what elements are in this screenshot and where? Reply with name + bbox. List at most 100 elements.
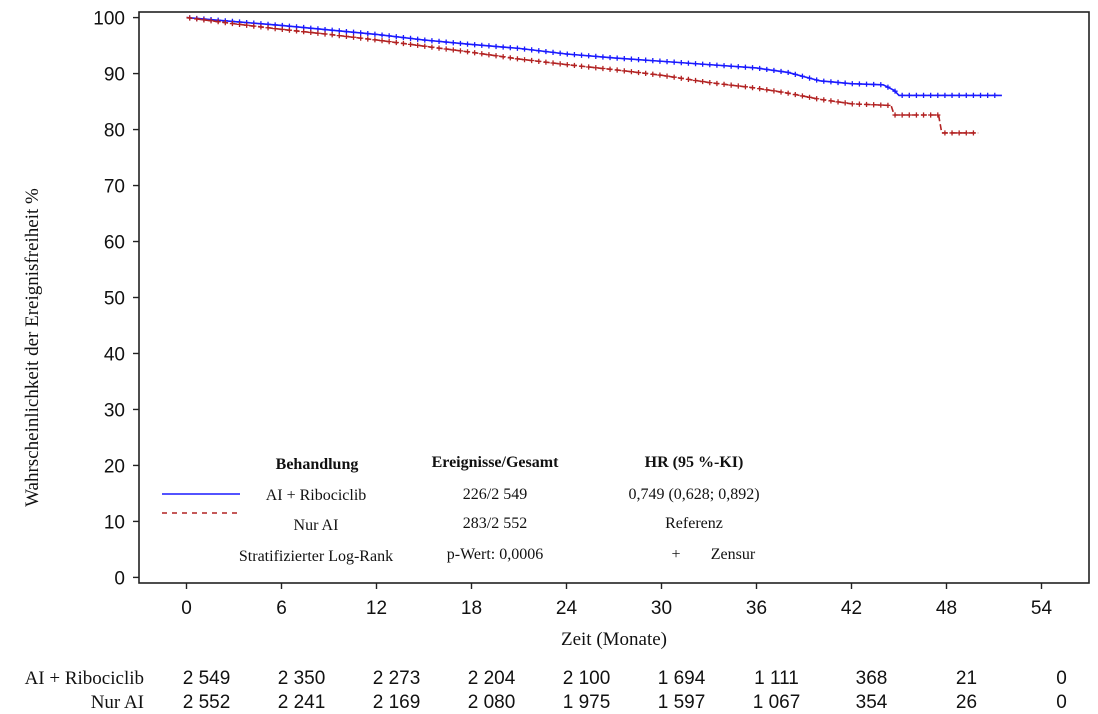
censor-mark bbox=[457, 48, 464, 54]
censor-mark bbox=[956, 130, 962, 136]
censor-mark bbox=[956, 92, 962, 99]
censor-mark bbox=[372, 37, 378, 43]
censor-mark bbox=[443, 39, 449, 45]
censor-mark bbox=[550, 49, 556, 55]
x-axis-title: Zeit (Monate) bbox=[561, 629, 667, 650]
censor-mark bbox=[336, 33, 342, 39]
censor-mark bbox=[863, 101, 870, 108]
censor-mark bbox=[286, 27, 293, 33]
censor-mark bbox=[949, 130, 955, 136]
censor-mark bbox=[685, 60, 692, 66]
censor-mark bbox=[464, 49, 471, 55]
censor-mark bbox=[906, 112, 912, 118]
risk-value: 21 bbox=[956, 668, 977, 689]
censor-mark bbox=[500, 54, 506, 60]
censor-mark bbox=[301, 29, 307, 35]
censor-mark bbox=[564, 62, 570, 68]
y-tick-label: 10 bbox=[104, 512, 125, 533]
censor-mark bbox=[415, 36, 421, 42]
censor-mark bbox=[479, 51, 485, 57]
censor-mark bbox=[963, 92, 969, 99]
censor-mark bbox=[187, 15, 193, 21]
risk-value: 2 552 bbox=[183, 692, 231, 713]
censor-mark bbox=[757, 86, 763, 92]
censor-mark bbox=[742, 64, 749, 70]
risk-value: 1 597 bbox=[658, 692, 706, 713]
x-tick-label: 54 bbox=[1031, 598, 1053, 619]
censor-mark bbox=[728, 82, 734, 88]
censor-mark bbox=[664, 73, 670, 79]
censor-mark bbox=[785, 90, 791, 96]
censor-mark bbox=[557, 50, 563, 56]
censor-mark bbox=[336, 28, 342, 34]
censor-mark bbox=[521, 46, 528, 52]
censor-mark bbox=[315, 26, 321, 32]
censor-mark bbox=[920, 112, 927, 118]
censor-mark bbox=[942, 92, 948, 99]
x-tick-label: 42 bbox=[841, 598, 862, 619]
censor-mark bbox=[493, 53, 499, 59]
censor-mark bbox=[322, 26, 328, 33]
censor-mark bbox=[963, 130, 969, 136]
censor-mark bbox=[507, 55, 513, 61]
censor-mark bbox=[372, 31, 378, 37]
censor-mark bbox=[493, 43, 499, 50]
censor-mark bbox=[514, 56, 521, 62]
censor-mark bbox=[329, 32, 335, 38]
censor-mark bbox=[322, 31, 328, 37]
censor-mark bbox=[457, 40, 464, 47]
censor-mark bbox=[343, 28, 350, 35]
censor-mark bbox=[707, 62, 713, 68]
censor-mark bbox=[913, 112, 920, 118]
x-tick-label: 12 bbox=[366, 598, 387, 619]
censor-mark bbox=[970, 130, 977, 136]
censor-mark bbox=[892, 112, 898, 118]
censor-mark bbox=[700, 78, 706, 85]
censor-mark bbox=[529, 47, 535, 53]
censor-mark bbox=[742, 84, 749, 90]
censor-mark bbox=[977, 92, 984, 99]
y-axis-title: Wahrscheinlichkeit der Ereignisfreiheit … bbox=[22, 188, 43, 507]
censor-mark bbox=[835, 79, 841, 86]
censor-mark bbox=[486, 43, 492, 49]
x-tick-label: 36 bbox=[746, 598, 767, 619]
censor-mark bbox=[899, 92, 905, 99]
censor-mark bbox=[707, 80, 713, 86]
y-tick-label: 60 bbox=[104, 233, 125, 254]
censor-mark bbox=[771, 67, 777, 74]
censor-mark bbox=[521, 57, 528, 63]
risk-value: 2 204 bbox=[468, 668, 516, 689]
y-tick-label: 30 bbox=[104, 400, 125, 421]
censor-mark bbox=[749, 85, 756, 91]
x-tick-label: 18 bbox=[461, 598, 482, 619]
censor-mark bbox=[678, 75, 684, 81]
censor-mark bbox=[543, 48, 549, 55]
censor-mark bbox=[472, 42, 478, 48]
censor-mark bbox=[878, 102, 884, 108]
censor-mark bbox=[543, 59, 549, 65]
censor-mark bbox=[714, 80, 720, 87]
censor-mark bbox=[400, 40, 407, 47]
censor-mark bbox=[578, 52, 585, 58]
censor-mark bbox=[771, 88, 777, 94]
x-tick-label: 48 bbox=[936, 598, 957, 619]
censor-mark bbox=[215, 19, 221, 25]
x-tick-label: 0 bbox=[181, 598, 192, 619]
censor-mark bbox=[714, 62, 720, 68]
censor-mark bbox=[635, 57, 642, 63]
censor-mark bbox=[650, 71, 656, 77]
censor-mark bbox=[350, 34, 357, 40]
censor-mark bbox=[792, 71, 798, 77]
censor-mark bbox=[778, 89, 784, 95]
censor-mark bbox=[935, 112, 941, 118]
censor-mark bbox=[600, 65, 606, 72]
x-tick-label: 6 bbox=[276, 598, 287, 619]
y-tick-label: 20 bbox=[104, 456, 125, 477]
y-tick-label: 70 bbox=[104, 177, 125, 198]
risk-value: 0 bbox=[1056, 692, 1067, 713]
risk-value: 1 111 bbox=[754, 668, 799, 689]
censor-mark bbox=[757, 65, 763, 72]
risk-value: 2 350 bbox=[278, 668, 326, 689]
censor-mark bbox=[970, 92, 977, 99]
